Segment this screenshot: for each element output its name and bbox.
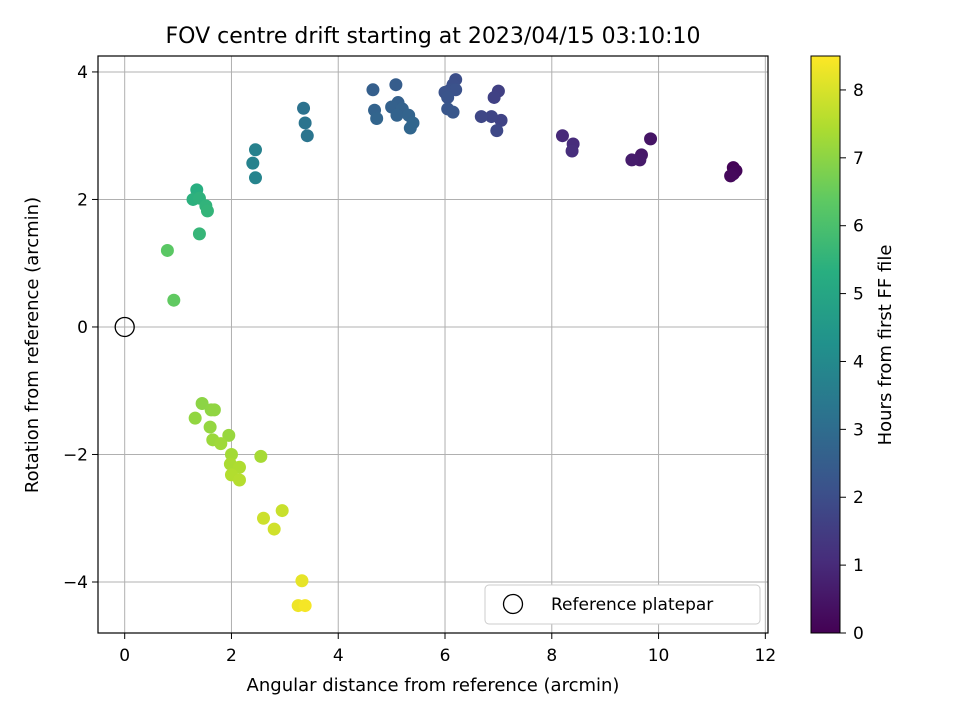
data-point xyxy=(200,204,214,218)
data-point xyxy=(254,449,268,463)
data-point xyxy=(484,110,498,124)
data-point xyxy=(248,171,262,185)
x-tick-label: 6 xyxy=(440,646,451,666)
y-axis-label: Rotation from reference (arcmin) xyxy=(22,197,43,493)
data-point xyxy=(203,420,217,434)
colorbar-tick-label: 4 xyxy=(853,352,864,372)
y-tick-label: 0 xyxy=(77,318,88,338)
data-point xyxy=(474,110,488,124)
data-point xyxy=(275,504,289,518)
data-point xyxy=(188,411,202,425)
y-tick-label: −4 xyxy=(63,573,88,593)
data-point xyxy=(446,105,460,119)
legend-marker-reference xyxy=(502,593,524,615)
data-point xyxy=(441,90,455,104)
data-point xyxy=(192,227,206,241)
colorbar-tick-label: 0 xyxy=(853,624,864,644)
x-axis-ticks: 0 2 4 6 8 10 12 xyxy=(119,633,776,666)
legend: Reference platepar xyxy=(484,584,761,625)
y-tick-label: 2 xyxy=(77,190,88,210)
colorbar: 0 1 2 3 4 5 6 7 8 Hours from first FF file xyxy=(810,55,896,644)
data-point xyxy=(555,129,569,143)
data-point xyxy=(295,574,309,588)
colorbar-gradient xyxy=(810,55,841,634)
legend-label-reference: Reference platepar xyxy=(551,595,713,615)
x-tick-label: 4 xyxy=(333,646,344,666)
colorbar-tick-label: 1 xyxy=(853,556,864,576)
data-point xyxy=(167,293,181,307)
x-tick-label: 12 xyxy=(755,646,777,666)
colorbar-tick-label: 7 xyxy=(853,149,864,169)
data-point xyxy=(724,169,738,183)
data-point xyxy=(256,511,270,525)
x-tick-label: 0 xyxy=(119,646,130,666)
colorbar-ticks: 0 1 2 3 4 5 6 7 8 xyxy=(840,81,864,644)
colorbar-tick-label: 3 xyxy=(853,420,864,440)
legend-box xyxy=(484,584,761,625)
data-point xyxy=(565,144,579,158)
data-point xyxy=(298,599,312,613)
grid-lines xyxy=(98,56,768,633)
data-point xyxy=(300,129,314,143)
data-point xyxy=(403,121,417,135)
data-point xyxy=(644,132,658,146)
x-tick-label: 10 xyxy=(648,646,670,666)
data-point xyxy=(389,78,403,92)
chart-title: FOV centre drift starting at 2023/04/15 … xyxy=(166,24,701,49)
data-point xyxy=(222,428,236,442)
x-axis-label: Angular distance from reference (arcmin) xyxy=(247,675,620,696)
data-point xyxy=(490,124,504,138)
data-point xyxy=(370,111,384,125)
data-point xyxy=(232,473,246,487)
y-axis-ticks: −4 −2 0 2 4 xyxy=(63,63,98,593)
data-point xyxy=(390,108,404,122)
colorbar-tick-label: 2 xyxy=(853,488,864,508)
y-tick-label: 4 xyxy=(77,63,88,83)
data-point xyxy=(297,101,311,115)
colorbar-tick-label: 8 xyxy=(853,81,864,101)
data-point xyxy=(160,243,174,257)
colorbar-tick-label: 6 xyxy=(853,217,864,237)
y-tick-label: −2 xyxy=(63,445,88,465)
data-point xyxy=(298,116,312,130)
data-point xyxy=(246,156,260,170)
data-point xyxy=(267,522,281,536)
data-point xyxy=(487,90,501,104)
data-point xyxy=(195,396,209,410)
data-point xyxy=(625,153,639,167)
data-point xyxy=(207,403,221,417)
reference-marker-layer xyxy=(114,316,135,338)
data-point xyxy=(366,83,380,97)
plot-frame xyxy=(97,55,769,634)
data-points xyxy=(160,73,743,613)
reference-platepar-marker xyxy=(114,316,135,338)
x-tick-label: 8 xyxy=(546,646,557,666)
colorbar-tick-label: 5 xyxy=(853,285,864,305)
data-point xyxy=(224,447,238,461)
x-tick-label: 2 xyxy=(226,646,237,666)
colorbar-label: Hours from first FF file xyxy=(875,245,896,446)
data-point xyxy=(248,143,262,157)
data-point xyxy=(214,437,228,451)
